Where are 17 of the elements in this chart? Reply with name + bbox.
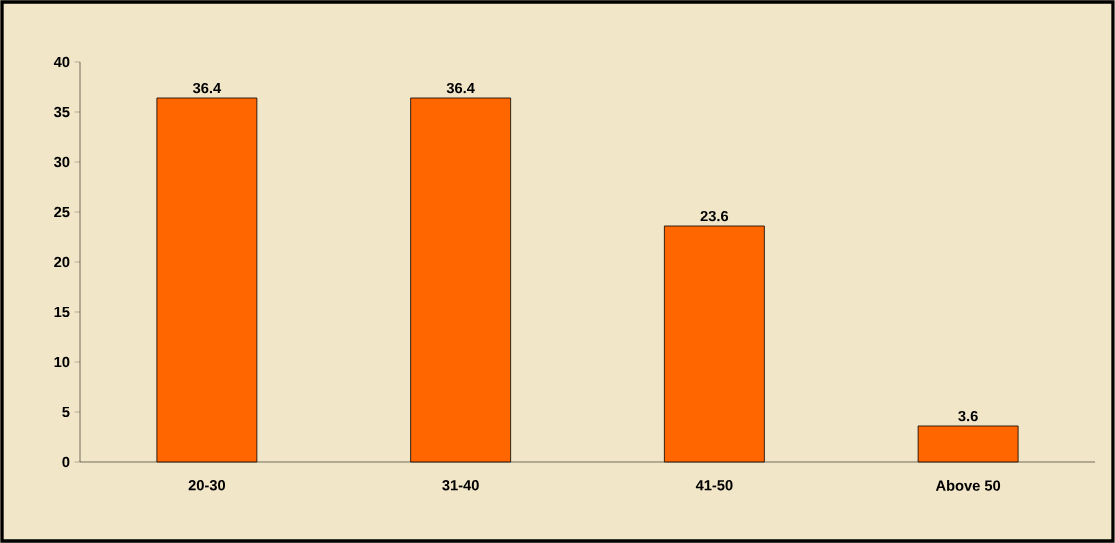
x-tick-label: Above 50 bbox=[935, 480, 1001, 491]
x-tick-label: 31-40 bbox=[442, 480, 479, 491]
y-tick-label: 35 bbox=[53, 106, 70, 118]
data-label: 36.4 bbox=[446, 82, 475, 94]
data-label: 23.6 bbox=[700, 210, 729, 222]
y-tick-label: 15 bbox=[54, 306, 70, 318]
y-tick-label: 20 bbox=[54, 256, 70, 268]
y-tick-label: 40 bbox=[53, 56, 70, 68]
x-tick-label: 20-30 bbox=[188, 480, 226, 491]
data-label: 36.4 bbox=[192, 82, 222, 94]
y-tick-label: 25 bbox=[54, 206, 70, 218]
y-tick-label: 0 bbox=[62, 456, 70, 468]
data-label: 3.6 bbox=[958, 410, 978, 422]
y-tick-label: 30 bbox=[53, 156, 70, 168]
y-tick-label: 10 bbox=[54, 356, 70, 368]
y-tick-label: 5 bbox=[62, 406, 70, 418]
x-tick-label: 41-50 bbox=[695, 480, 733, 491]
